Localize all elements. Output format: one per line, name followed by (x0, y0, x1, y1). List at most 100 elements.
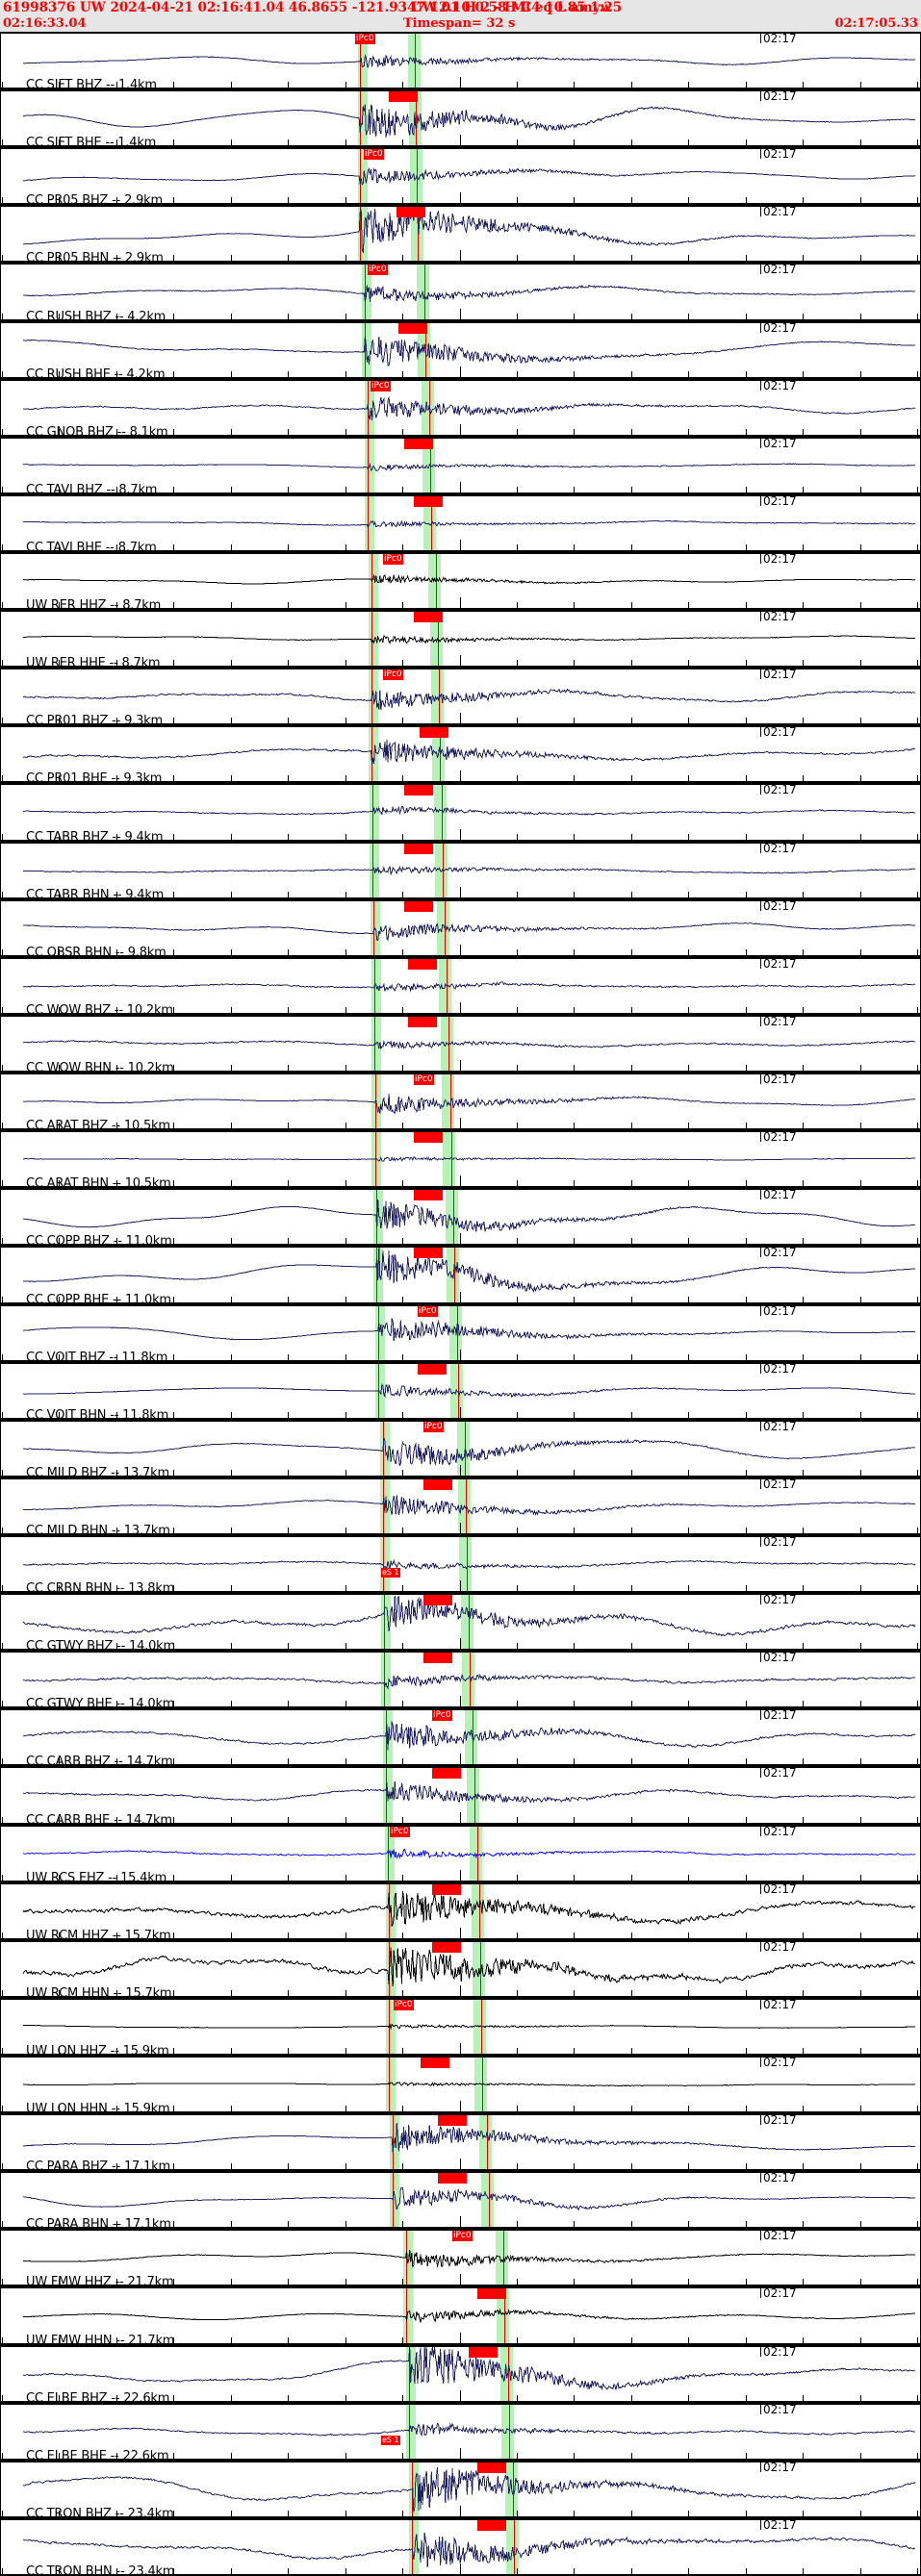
phase-pick-label[interactable]: iPc0 (371, 381, 391, 391)
phase-pick-label[interactable]: iPc0 (414, 1074, 434, 1085)
trace-row[interactable]: 02:17 UW FMW HHN -- 21.7km (0, 2286, 921, 2345)
channel-label[interactable]: CC COPP BHZ -- 11.0km (26, 1234, 172, 1247)
phase-pick-label[interactable] (421, 2058, 449, 2068)
channel-label[interactable]: UW FMW HHN -- 21.7km (26, 2334, 175, 2346)
phase-pick-label[interactable] (404, 844, 433, 854)
trace-row[interactable]: 02:17 CC SIFT BHE -- 1.4km (0, 89, 921, 147)
phase-pick-label[interactable] (404, 439, 433, 449)
trace-row[interactable]: 02:17 CC PARA BHZ -- 17.1km (0, 2113, 921, 2171)
phase-pick-label[interactable] (414, 1190, 443, 1200)
trace-row[interactable]: 02:17 CC RUSH BHE -- 4.2km (0, 321, 921, 379)
trace-row[interactable]: 02:17 CC GTWY BHE -- 14.0km (0, 1651, 921, 1708)
channel-label[interactable]: UW RCM HHZ -- 15.7km (26, 1929, 171, 1941)
phase-pick-label[interactable] (438, 2115, 467, 2126)
phase-pick-label[interactable] (414, 612, 443, 622)
trace-row[interactable]: iPc0 02:17 CC PR01 BHZ -- 9.3km (0, 668, 921, 725)
trace-row[interactable]: iPc0 02:17 UW RER HHZ -- 8.7km (0, 552, 921, 610)
trace-row[interactable]: iPc0 02:17 UW RCS EHZ -- 15.4km (0, 1825, 921, 1882)
trace-row[interactable]: iPc0 02:17 CC RUSH BHZ -- 4.2km (0, 263, 921, 321)
phase-pick-label[interactable] (469, 2347, 498, 2358)
trace-row[interactable]: iPc0 02:17 CC GNOB BHZ -- 8.1km (0, 379, 921, 437)
phase-pick-label[interactable]: iPc0 (452, 2231, 473, 2241)
channel-label[interactable]: CC CARB BHZ -- 14.7km (26, 1755, 173, 1767)
channel-label[interactable]: CC CRBN BHN -- 13.8km (26, 1581, 175, 1594)
channel-label[interactable]: CC RUSH BHZ -- 4.2km (26, 310, 166, 322)
phase-pick-label[interactable] (477, 2462, 506, 2473)
trace-row[interactable]: 02:17 CC ARAT BHN -- 10.5km (0, 1130, 921, 1188)
channel-label[interactable]: UW RER HHZ -- 8.7km (26, 598, 162, 611)
channel-label[interactable]: CC PR01 BHE -- 9.3km (26, 771, 163, 784)
channel-label[interactable]: UW RCS EHZ -- 15.4km (26, 1871, 167, 1883)
channel-label[interactable]: CC SIFT BHZ -- 1.4km (26, 78, 157, 90)
channel-label[interactable]: CC PR05 BHZ -- 2.9km (26, 193, 163, 206)
phase-pick-label[interactable]: iPc0 (394, 2000, 414, 2010)
trace-row[interactable]: iPc0 02:17 CC SIFT BHZ -- 1.4km (0, 32, 921, 89)
trace-row[interactable]: 02:17 CC WOW BHN -- 10.2km (0, 1015, 921, 1073)
phase-pick-label[interactable] (438, 2173, 467, 2184)
phase-pick-label[interactable]: iPc0 (364, 149, 384, 160)
trace-row[interactable]: 02:17 CC CARB BHE -- 14.7km (0, 1766, 921, 1825)
phase-pick-label[interactable]: iPc0 (355, 34, 375, 44)
channel-label[interactable]: CC VOIT BHZ -- 11.8km (26, 1351, 168, 1363)
channel-label[interactable]: CC MILD BHN -- 13.7km (26, 1524, 170, 1536)
trace-row[interactable]: eS 1 02:17 CC ELBE BHE -- 22.6km (0, 2403, 921, 2461)
trace-row[interactable]: 02:17 CC COPP BHZ -- 11.0km (0, 1188, 921, 1246)
trace-row[interactable]: 02:17 UW LON HHN -- 15.9km (0, 2056, 921, 2113)
channel-label[interactable]: CC CARB BHE -- 14.7km (26, 1813, 172, 1826)
channel-label[interactable]: CC OBSR BHN -- 9.8km (26, 946, 166, 958)
channel-label[interactable]: UW RCM HHN -- 15.7km (26, 1986, 172, 1999)
trace-row[interactable]: 02:17 CC WOW BHZ -- 10.2km (0, 957, 921, 1015)
phase-pick-label[interactable] (408, 959, 437, 970)
channel-label[interactable]: CC ELBE BHE -- 22.6km (26, 2449, 169, 2462)
trace-row[interactable]: 02:17 CC PARA BHN -- 17.1km (0, 2171, 921, 2229)
phase-pick-label[interactable]: iPc0 (383, 669, 403, 680)
trace-row[interactable]: iPc0 02:17 CC VOIT BHZ -- 11.8km (0, 1304, 921, 1362)
trace-row[interactable]: 02:17 UW RCM HHZ -- 15.7km (0, 1882, 921, 1940)
trace-row[interactable]: 02:17 UW RER HHE -- 8.7km (0, 610, 921, 668)
phase-pick-label[interactable] (423, 1595, 452, 1605)
channel-label[interactable]: CC COPP BHE -- 11.0km (26, 1293, 171, 1305)
channel-label[interactable]: CC GNOB BHZ -- 8.1km (26, 425, 168, 438)
trace-row[interactable]: 02:17 CC COPP BHE -- 11.0km (0, 1246, 921, 1304)
phase-pick-label[interactable]: eS 1 (381, 1568, 400, 1578)
phase-pick-label[interactable] (432, 1942, 461, 1953)
phase-pick-label[interactable] (420, 727, 448, 738)
phase-pick-label[interactable] (398, 323, 427, 334)
channel-label[interactable]: CC ARAT BHZ -- 10.5km (26, 1119, 170, 1131)
phase-pick-label[interactable] (423, 1653, 452, 1663)
channel-label[interactable]: UW LON HHN -- 15.9km (26, 2102, 170, 2114)
phase-pick-label[interactable] (408, 1017, 437, 1027)
channel-label[interactable]: CC TRON BHN -- 23.4km (26, 2564, 175, 2576)
trace-row[interactable]: iPc0 02:17 UW LON HHZ -- 15.9km (0, 1998, 921, 2056)
trace-row[interactable]: 02:17 CC ELBE BHZ -- 22.6km (0, 2345, 921, 2403)
trace-row[interactable]: 02:17 CC OBSR BHN -- 9.8km (0, 899, 921, 957)
channel-label[interactable]: CC ELBE BHZ -- 22.6km (26, 2391, 170, 2404)
trace-row[interactable]: iPc0 02:17 CC CARB BHZ -- 14.7km (0, 1708, 921, 1766)
phase-pick-label[interactable] (418, 1364, 447, 1375)
trace-row[interactable]: 02:17 CC GTWY BHZ -- 14.0km (0, 1593, 921, 1651)
trace-stack[interactable]: iPc0 02:17 CC SIFT BHZ -- 1.4km 02:17 CC SIF… (0, 32, 921, 2576)
channel-label[interactable]: CC PARA BHZ -- 17.1km (26, 2159, 170, 2172)
channel-label[interactable]: CC WOW BHZ -- 10.2km (26, 1003, 173, 1016)
channel-label[interactable]: CC TABR BHZ -- 9.4km (26, 830, 164, 843)
trace-row[interactable]: iPc0 02:17 CC ARAT BHZ -- 10.5km (0, 1073, 921, 1130)
trace-row[interactable]: 02:17 CC PR05 BHN -- 2.9km (0, 205, 921, 263)
trace-row[interactable]: iPc0 02:17 CC PR05 BHZ -- 2.9km (0, 147, 921, 205)
trace-row[interactable]: 02:17 CC TAVI BHZ -- 8.7km (0, 437, 921, 494)
channel-label[interactable]: CC PARA BHN -- 17.1km (26, 2217, 171, 2230)
trace-row[interactable]: iPc0 02:17 CC MILD BHZ -- 13.7km (0, 1420, 921, 1477)
phase-pick-label[interactable] (397, 207, 425, 217)
channel-label[interactable]: CC PR01 BHZ -- 9.3km (26, 714, 163, 726)
channel-label[interactable]: UW FMW HHZ -- 21.7km (26, 2275, 174, 2287)
phase-pick-label[interactable] (414, 1248, 443, 1258)
trace-row[interactable]: 02:17 CC PR01 BHE -- 9.3km (0, 725, 921, 783)
trace-row[interactable]: 02:17 CC VOIT BHN -- 11.8km (0, 1362, 921, 1420)
channel-label[interactable]: CC TAVI BHE -- 8.7km (26, 541, 157, 553)
phase-pick-label[interactable]: eS 1 (381, 2436, 400, 2445)
phase-pick-label[interactable]: iPc0 (432, 1710, 452, 1721)
phase-pick-label[interactable] (477, 2288, 506, 2299)
phase-pick-label[interactable] (404, 901, 433, 912)
trace-row[interactable]: 02:17 CC TRON BHZ -- 23.4km (0, 2461, 921, 2518)
phase-pick-label[interactable]: iPc0 (383, 554, 403, 565)
trace-row[interactable]: 02:17 CC MILD BHN -- 13.7km (0, 1477, 921, 1535)
